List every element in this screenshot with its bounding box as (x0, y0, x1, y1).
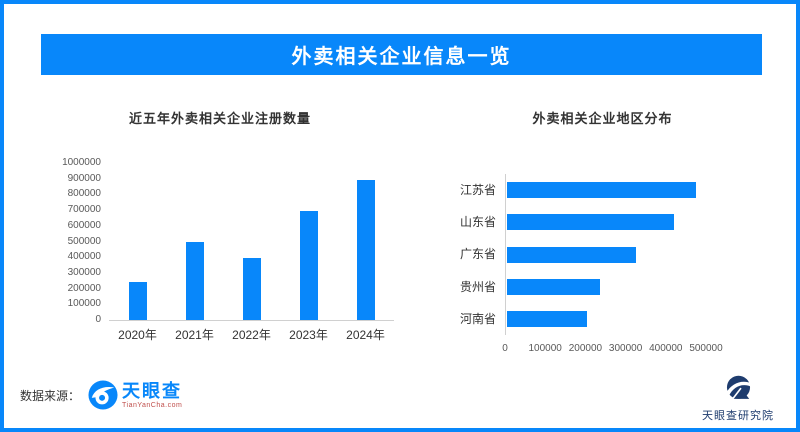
x-category-label: 2023年 (289, 328, 328, 342)
y-tick-label: 300000 (67, 266, 101, 278)
data-source: 数据来源： 天眼查 TianYanCha.com (20, 378, 182, 412)
bar-2021年 (186, 242, 204, 320)
left-chart-plot-area: 0 100000 200000 300000 400000 500000 600000 700… (62, 157, 394, 325)
x-tick-label: 400000 (649, 343, 683, 354)
data-source-label: 数据来源： (20, 388, 81, 403)
category-label-贵州省: 贵州省 (459, 279, 496, 294)
y-tick-label: 500000 (67, 235, 101, 247)
registrations-bar-chart: 近五年外卖相关企业注册数量 0 100000 200000 300000 400000 5… (45, 108, 395, 343)
y-tick-label: 1000000 (62, 157, 101, 168)
bar-2022年 (243, 258, 261, 320)
bar-2024年 (357, 179, 375, 320)
y-tick-label: 400000 (67, 251, 101, 263)
y-tick-label: 200000 (67, 282, 101, 294)
bar-2023年 (300, 210, 318, 320)
x-tick-label: 300000 (608, 343, 643, 354)
y-tick-label: 700000 (67, 204, 101, 216)
bar-河南省 (507, 310, 588, 327)
tianyancha-logo: 天眼查 TianYanCha.com (88, 380, 182, 410)
category-label-山东省: 山东省 (459, 215, 496, 230)
bar-贵州省 (507, 278, 601, 295)
x-category-label: 2020年 (118, 328, 157, 342)
right-chart-title: 外卖相关企业地区分布 (532, 111, 673, 126)
y-tick-label: 900000 (67, 172, 101, 184)
x-tick-label: 500000 (689, 343, 723, 354)
institute-name: 天眼查研究院 (702, 410, 774, 422)
x-tick-label: 0 (502, 343, 508, 354)
bar-广东省 (507, 246, 636, 263)
x-category-label: 2022年 (232, 328, 271, 342)
x-tick-label: 200000 (568, 343, 603, 354)
y-tick-label: 100000 (67, 298, 101, 310)
page-title: 外卖相关企业信息一览 (291, 46, 512, 68)
right-chart-plot-area: 江苏省山东省广东省贵州省河南省 (460, 174, 730, 335)
tianyancha-url-text: TianYanCha.com (122, 401, 183, 409)
header-banner: 外卖相关企业信息一览 (41, 34, 762, 75)
x-tick-label: 100000 (528, 343, 562, 354)
bar-山东省 (507, 214, 674, 231)
y-tick-label: 0 (95, 314, 101, 325)
left-chart-title: 近五年外卖相关企业注册数量 (128, 111, 311, 126)
y-tick-label: 600000 (67, 219, 101, 231)
institute-brand: 天眼查研究院 (680, 374, 796, 423)
left-chart-x-axis: 2020年 2021年 2022年 2023年 2024年 (109, 326, 394, 343)
tianyancha-wordmark: 天眼查 (122, 380, 183, 401)
category-label-广东省: 广东省 (459, 247, 496, 262)
tianyancha-eye-icon (88, 380, 118, 410)
x-category-label: 2024年 (346, 328, 385, 342)
region-distribution-bar-chart: 外卖相关企业地区分布 江苏省山东省广东省贵州省河南省 0 100000 200000… (435, 108, 770, 357)
bar-2020年 (129, 281, 147, 320)
x-category-label: 2021年 (175, 328, 214, 342)
bar-江苏省 (507, 182, 696, 199)
tianyancha-wordmark-block: 天眼查 TianYanCha.com (122, 382, 182, 409)
category-label-河南省: 河南省 (459, 311, 496, 326)
category-label-江苏省: 江苏省 (459, 183, 496, 197)
institute-logo-icon (725, 375, 753, 400)
right-chart-x-axis: 0 100000 200000 300000 400000 500000 (502, 343, 730, 357)
y-tick-label: 800000 (67, 188, 101, 200)
